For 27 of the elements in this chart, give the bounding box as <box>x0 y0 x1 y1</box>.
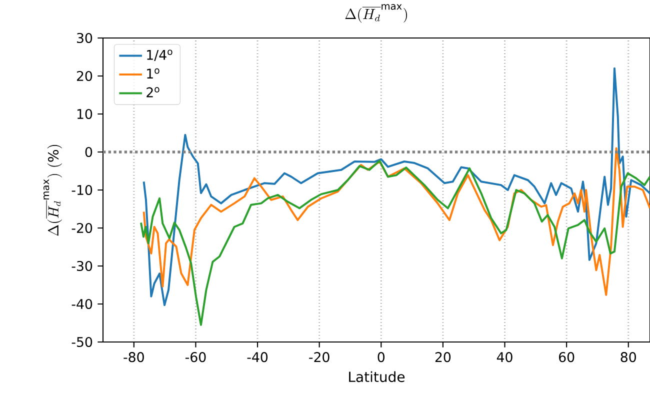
x-tick-label: 20 <box>435 352 451 362</box>
y-tick-label: 10 <box>77 108 92 120</box>
x-tick-label: 80 <box>620 352 636 362</box>
x-tick-label: -60 <box>185 352 206 362</box>
x-tick-label: -20 <box>309 352 330 362</box>
y-tick-label: -20 <box>72 222 92 234</box>
line-series <box>142 67 650 306</box>
y-tick-label: 0 <box>85 146 92 158</box>
line-series <box>140 160 650 326</box>
legend-label: 2$^{o}$ <box>146 87 160 98</box>
y-tick-label: 20 <box>76 70 92 82</box>
y-tick-label: 30 <box>77 32 92 44</box>
x-tick-label: -80 <box>124 352 144 362</box>
line-series <box>142 147 650 296</box>
legend-label: 1/4$^{o}$ <box>147 50 172 61</box>
x-tick-label: -40 <box>247 352 268 362</box>
x-axis-title: Latitude <box>349 371 405 382</box>
x-tick-label: 40 <box>496 352 512 362</box>
x-tick-label: 0 <box>378 352 385 362</box>
y-tick-label: -40 <box>72 298 92 310</box>
y-axis-title: $\Delta(\overline{H_d}^{\mathrm{max}})\ (\%)$ <box>44 144 62 236</box>
x-tick-label: 60 <box>559 352 574 362</box>
legend-label: 1$^{o}$ <box>147 68 160 78</box>
y-tick-label: -30 <box>72 260 92 272</box>
y-tick-label: -10 <box>72 184 92 196</box>
chart-title: $\Delta(\overline{H_d}^{\mathrm{max}})$ <box>345 4 407 23</box>
y-tick-label: -50 <box>72 336 92 348</box>
